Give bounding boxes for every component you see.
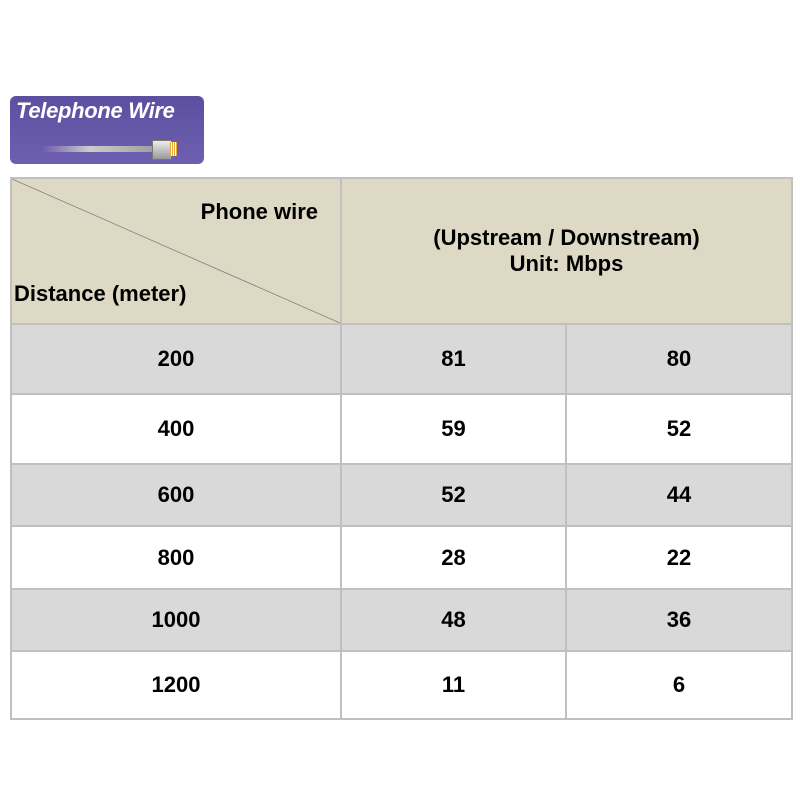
table-row: 1200 11 6 [10,650,794,720]
downstream-cell: 36 [564,588,794,652]
distance-cell: 1000 [10,588,342,652]
upstream-cell: 48 [340,588,567,652]
downstream-cell: 6 [564,650,794,720]
table-row: 400 59 52 [10,393,794,465]
table-row: 600 52 44 [10,463,794,527]
unit-header-cell: (Upstream / Downstream) Unit: Mbps [339,177,794,325]
header-row: Phone wire Distance (meter) (Upstream / … [10,177,794,325]
distance-cell: 1200 [10,650,342,720]
badge-title: Telephone Wire [16,98,175,123]
diagonal-divider [12,179,340,323]
upstream-cell: 11 [340,650,567,720]
downstream-cell: 44 [564,463,794,527]
corner-top-label: Phone wire [200,199,318,224]
upstream-cell: 28 [340,525,567,590]
corner-bottom-label: Distance (meter) [14,281,187,306]
upstream-cell: 81 [340,323,567,395]
telephone-wire-badge: Telephone Wire [10,96,204,164]
distance-cell: 400 [10,393,342,465]
header-line2: Unit: Mbps [509,251,624,276]
distance-cell: 800 [10,525,342,590]
distance-cell: 600 [10,463,342,527]
distance-cell: 200 [10,323,342,395]
header-line1: (Upstream / Downstream) [433,225,700,250]
upstream-cell: 59 [340,393,567,465]
table-row: 200 81 80 [10,323,794,395]
downstream-cell: 52 [564,393,794,465]
downstream-cell: 80 [564,323,794,395]
corner-header-cell: Phone wire Distance (meter) [10,177,342,325]
table-row: 1000 48 36 [10,588,794,652]
table-row: 800 28 22 [10,525,794,590]
upstream-cell: 52 [340,463,567,527]
speed-table: Phone wire Distance (meter) (Upstream / … [10,177,794,720]
downstream-cell: 22 [564,525,794,590]
